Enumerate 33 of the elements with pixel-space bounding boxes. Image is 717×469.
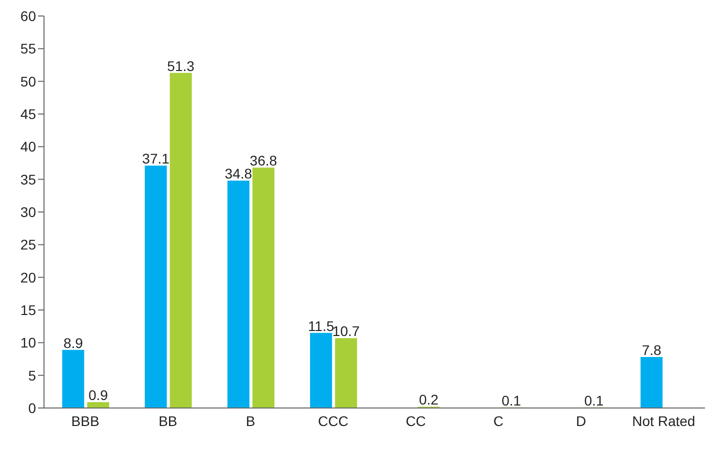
- y-tick-label: 55: [20, 40, 36, 57]
- y-tick-label: 45: [20, 106, 36, 122]
- x-tick-label: D: [576, 412, 586, 429]
- x-tick-label: BB: [158, 412, 178, 429]
- y-tick-label: 10: [20, 334, 36, 351]
- x-tick-label: CCC: [318, 412, 348, 429]
- x-tick-label: B: [246, 412, 256, 429]
- x-tick-label: C: [493, 412, 504, 429]
- data-label: 10.7: [332, 323, 360, 340]
- x-tick-label: CC: [406, 412, 426, 429]
- y-tick-label: 20: [20, 269, 36, 286]
- data-label: 37.1: [142, 150, 170, 167]
- data-label: 34.8: [224, 166, 252, 182]
- x-tick-label: BBB: [71, 412, 100, 429]
- data-label: 0.1: [502, 392, 522, 408]
- x-tick-label: Not Rated: [632, 412, 696, 429]
- y-tick-label: 15: [20, 302, 36, 318]
- y-tick-label: 5: [28, 367, 36, 384]
- y-tick-label: 40: [20, 138, 36, 155]
- data-label: 11.5: [308, 318, 334, 334]
- data-label: 36.8: [250, 152, 278, 169]
- data-label: 8.9: [63, 334, 84, 351]
- y-tick-label: 50: [20, 73, 36, 90]
- y-tick-label: 30: [20, 204, 36, 220]
- data-label: 51.3: [167, 58, 195, 74]
- data-label: 7.8: [642, 342, 662, 358]
- data-label: 0.2: [418, 392, 439, 408]
- y-tick-label: 60: [20, 8, 36, 24]
- data-label: 0.9: [88, 387, 108, 404]
- y-tick-label: 35: [20, 171, 36, 188]
- y-tick-label: 0: [28, 400, 36, 416]
- y-tick-label: 25: [20, 236, 36, 253]
- data-label: 0.1: [584, 392, 604, 408]
